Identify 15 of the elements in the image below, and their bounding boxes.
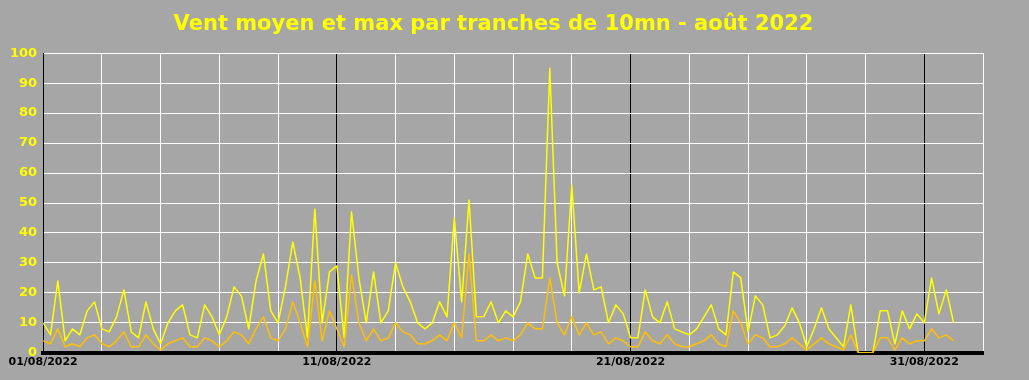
y-tick-label: 40: [19, 224, 38, 240]
y-tick-label: 80: [19, 104, 38, 120]
y-tick-label: 100: [10, 44, 38, 60]
y-tick-label: 20: [19, 284, 38, 300]
y-tick-label: 10: [19, 314, 38, 330]
x-tick-label: 31/08/2022: [889, 355, 959, 369]
x-tick-label: 21/08/2022: [595, 355, 666, 369]
y-tick-label: 30: [19, 254, 38, 270]
y-tick-label: 70: [19, 134, 38, 150]
x-tick-label: 11/08/2022: [302, 355, 372, 369]
x-tick-label: 01/08/2022: [8, 355, 78, 369]
y-tick-label: 90: [19, 74, 38, 90]
y-tick-label: 60: [19, 164, 38, 180]
y-tick-label: 50: [19, 194, 38, 210]
chart-title: Vent moyen et max par tranches de 10mn - août 2022: [173, 11, 814, 36]
